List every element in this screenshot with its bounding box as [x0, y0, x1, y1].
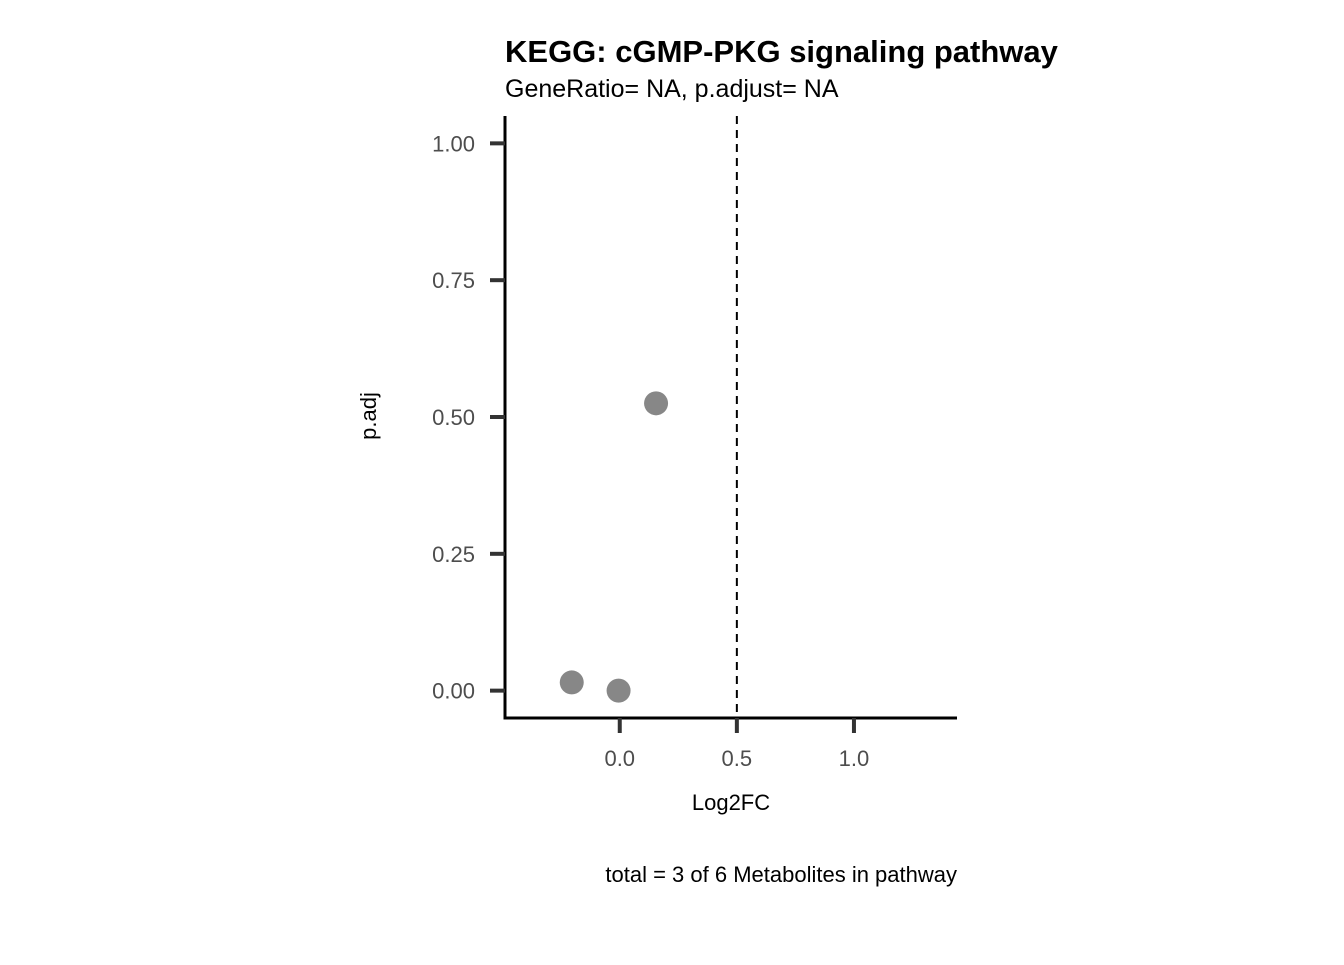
chart-caption: total = 3 of 6 Metabolites in pathway [605, 862, 957, 887]
x-tick-label: 1.0 [839, 746, 870, 771]
y-axis-title: p.adj [356, 392, 381, 440]
data-point [644, 391, 669, 416]
y-tick-label: 0.50 [432, 405, 475, 430]
points-layer [559, 391, 669, 703]
y-axis: 0.00 0.25 0.50 0.75 1.00 [432, 116, 507, 720]
chart-title: KEGG: cGMP-PKG signaling pathway [505, 34, 1059, 69]
y-tick-label: 0.25 [432, 542, 475, 567]
data-point [606, 678, 631, 703]
x-axis-title: Log2FC [692, 790, 770, 815]
x-tick-label: 0.5 [722, 746, 753, 771]
y-tick-label: 0.00 [432, 679, 475, 704]
data-point [559, 670, 584, 695]
chart-subtitle: GeneRatio= NA, p.adjust= NA [505, 75, 839, 103]
x-axis: 0.0 0.5 1.0 [503, 716, 957, 771]
y-tick-label: 1.00 [432, 131, 475, 156]
x-tick-label: 0.0 [604, 746, 635, 771]
y-tick-label: 0.75 [432, 268, 475, 293]
